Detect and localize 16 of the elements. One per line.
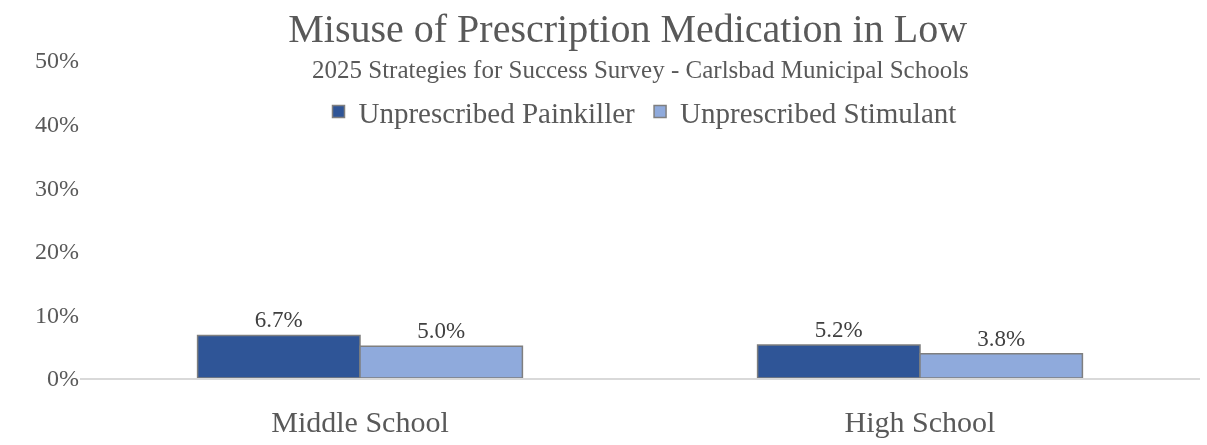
x-tick-label: High School (844, 404, 996, 438)
chart-subtitle: 2025 Strategies for Success Survey - Carlsbad Municipal Schools (312, 56, 969, 83)
legend-label: Unprescribed Painkiller (358, 96, 636, 129)
y-tick-label: 0% (47, 365, 79, 392)
data-label: 5.2% (814, 316, 863, 342)
x-tick-label: Middle School (271, 404, 449, 438)
y-tick-label: 30% (35, 174, 79, 201)
data-label: 3.8% (977, 325, 1026, 351)
chart-title: Misuse of Prescription Medication in Low (288, 6, 968, 52)
y-tick-label: 50% (35, 47, 79, 74)
y-tick-label: 40% (35, 111, 79, 137)
y-tick-label: 20% (35, 238, 79, 265)
data-label: 5.0% (417, 318, 466, 344)
data-label: 6.7% (254, 307, 303, 333)
legend-label: Unprescribed Stimulant (680, 96, 957, 129)
y-tick-label: 10% (35, 301, 79, 328)
